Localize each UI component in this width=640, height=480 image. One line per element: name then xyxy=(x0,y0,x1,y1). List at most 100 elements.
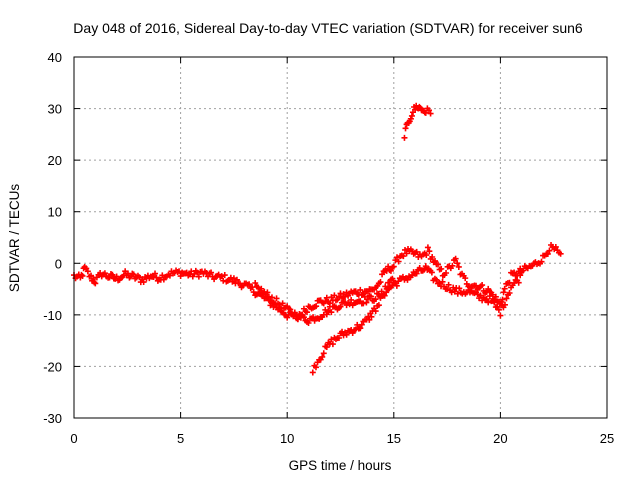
data-point xyxy=(279,300,286,307)
data-point xyxy=(268,294,275,301)
data-point xyxy=(264,289,271,296)
data-point xyxy=(343,289,350,296)
data-point xyxy=(395,278,402,285)
data-point xyxy=(400,253,407,260)
data-point xyxy=(492,293,499,300)
data-point xyxy=(348,296,355,303)
data-point xyxy=(501,301,508,308)
data-point xyxy=(379,271,386,278)
data-point xyxy=(329,341,336,348)
data-point xyxy=(152,270,159,277)
data-point xyxy=(515,279,522,286)
data-point xyxy=(335,293,342,300)
data-point xyxy=(485,299,492,306)
data-point xyxy=(500,289,507,296)
data-point xyxy=(407,115,414,122)
series-main xyxy=(71,241,564,322)
data-point xyxy=(335,334,342,341)
data-point xyxy=(195,273,202,280)
data-point xyxy=(544,250,551,257)
data-point xyxy=(130,271,137,278)
data-point xyxy=(375,302,382,309)
data-point xyxy=(479,282,486,289)
data-point xyxy=(276,301,283,308)
data-point xyxy=(358,321,365,328)
data-point xyxy=(424,244,431,251)
data-point xyxy=(323,311,330,318)
y-axis-label: SDTVAR / TECUs xyxy=(7,184,22,293)
data-point xyxy=(343,331,350,338)
data-point xyxy=(402,125,409,132)
data-point xyxy=(413,248,420,255)
data-point xyxy=(477,292,484,299)
data-point xyxy=(109,271,116,278)
data-point xyxy=(296,310,303,317)
data-point xyxy=(79,272,86,279)
data-point xyxy=(357,325,364,332)
y-tick-label: -30 xyxy=(43,411,62,426)
data-point xyxy=(455,263,462,270)
data-point xyxy=(309,369,316,376)
series-lower-band xyxy=(252,263,524,327)
data-point xyxy=(92,280,99,287)
data-point xyxy=(322,306,329,313)
data-point xyxy=(218,273,225,280)
data-point xyxy=(140,279,147,286)
axis-ticks: 0 5 10 15 20 25 -30 -20 -10 0 10 20 30 40 xyxy=(43,50,614,446)
data-point xyxy=(433,276,440,283)
data-point xyxy=(474,291,481,298)
data-point xyxy=(401,246,408,253)
data-point xyxy=(310,314,317,321)
x-tick-label: 5 xyxy=(177,431,184,446)
data-point xyxy=(385,263,392,270)
data-point xyxy=(233,276,240,283)
data-point xyxy=(305,320,312,327)
data-point xyxy=(367,293,374,300)
data-point xyxy=(291,309,298,316)
data-point xyxy=(194,269,201,276)
data-point xyxy=(429,254,436,261)
data-point xyxy=(91,279,98,286)
data-point xyxy=(416,103,423,110)
data-point xyxy=(408,112,415,119)
data-point xyxy=(511,269,518,276)
data-point xyxy=(377,279,384,286)
data-point xyxy=(456,285,463,292)
data-point xyxy=(557,250,564,257)
series-outlier xyxy=(401,102,434,141)
data-point xyxy=(258,285,265,292)
data-point xyxy=(401,134,408,141)
data-point xyxy=(393,282,400,289)
data-point xyxy=(328,309,335,316)
data-point xyxy=(454,260,461,267)
data-point xyxy=(300,314,307,321)
data-point xyxy=(445,281,452,288)
y-tick-label: 10 xyxy=(48,205,62,220)
data-point xyxy=(552,243,559,250)
data-point xyxy=(383,285,390,292)
x-tick-label: 15 xyxy=(387,431,401,446)
data-point xyxy=(246,281,253,288)
data-point xyxy=(439,278,446,285)
data-point xyxy=(342,293,349,300)
chart-title: Day 048 of 2016, Sidereal Day-to-day VTE… xyxy=(73,20,583,36)
data-point xyxy=(435,261,442,268)
data-point xyxy=(389,275,396,282)
data-point xyxy=(486,293,493,300)
data-point xyxy=(489,291,496,298)
y-tick-label: 0 xyxy=(55,256,62,271)
data-point xyxy=(352,326,359,333)
data-point xyxy=(101,270,108,277)
data-point xyxy=(319,353,326,360)
data-point xyxy=(506,289,513,296)
y-tick-label: 40 xyxy=(48,50,62,65)
y-tick-label: -10 xyxy=(43,308,62,323)
data-point xyxy=(230,275,237,282)
data-point xyxy=(386,279,393,286)
data-point xyxy=(267,297,274,304)
data-point xyxy=(413,270,420,277)
data-point xyxy=(393,254,400,261)
data-point xyxy=(159,272,166,279)
data-point xyxy=(364,296,371,303)
data-point xyxy=(360,300,367,307)
